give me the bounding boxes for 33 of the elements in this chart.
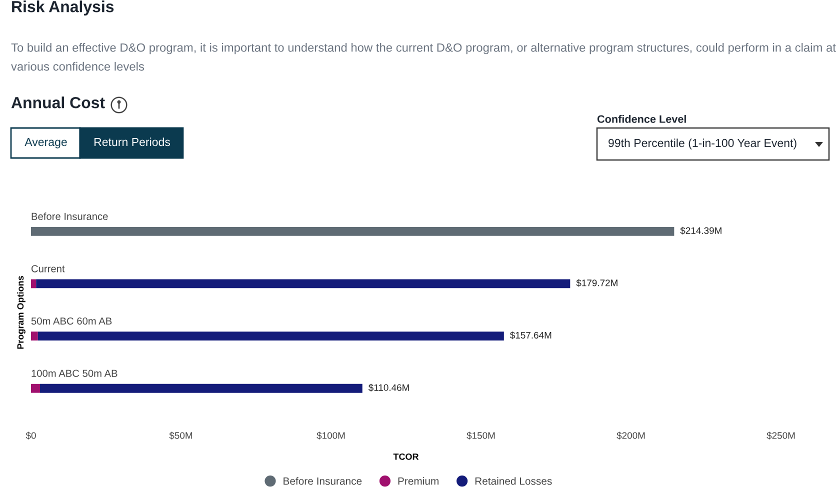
legend-label: Retained Losses — [475, 477, 552, 485]
bar — [38, 332, 504, 340]
x-tick-label: $250M — [766, 432, 795, 440]
text: Confidence Level — [597, 114, 686, 123]
total-label: $214.39M — [680, 226, 722, 234]
x-tick-label: $0 — [26, 432, 36, 440]
text: 99th Percentile (1-in-100 Year Event) — [608, 138, 796, 150]
x-axis-title: TCOR — [393, 453, 419, 460]
y-tick-label: 100m ABC 50m AB — [32, 370, 118, 377]
text: Average — [24, 138, 67, 148]
bar — [31, 384, 40, 393]
text: Return Periods — [94, 138, 170, 146]
chart-title: Risk Analysis — [12, 0, 114, 16]
y-tick-label: 50m ABC 60m AB — [31, 317, 112, 325]
y-tick-label: Before Insurance — [32, 212, 108, 220]
chart-subtitle: To build an effective D&O program, it is important to understand how the current D&O program, or alternative program structures, could perform in a claim at various confidence levels — [11, 43, 836, 71]
bar — [40, 384, 362, 393]
legend-label: Before Insurance — [284, 477, 362, 485]
x-tick-label: $100M — [316, 432, 345, 440]
bar — [31, 226, 674, 236]
y-axis-title: Program Options — [16, 276, 26, 349]
bar — [36, 279, 570, 288]
total-label: $157.64M — [510, 331, 552, 340]
y-tick-label: Current — [32, 265, 65, 272]
x-tick-label: $200M — [616, 432, 645, 440]
bar — [31, 332, 38, 340]
x-tick-label: $150M — [466, 432, 495, 440]
total-label: $110.46M — [368, 384, 409, 392]
text: Annual Cost — [11, 96, 105, 108]
x-tick-label: $50M — [169, 432, 192, 440]
bar — [31, 279, 36, 288]
legend-label: Premium — [398, 477, 438, 485]
total-label: $179.72M — [576, 279, 618, 287]
